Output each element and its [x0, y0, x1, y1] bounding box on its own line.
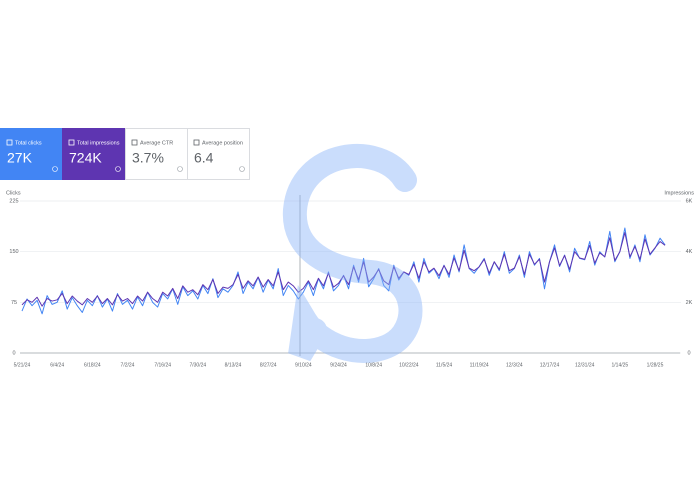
y2-tick-label: 4K [686, 249, 693, 255]
x-tick-label: 12/17/24 [540, 362, 560, 368]
x-tick-label: 8/13/24 [225, 362, 242, 368]
card-value: 6.4 [194, 150, 214, 166]
checkbox[interactable] [193, 139, 200, 146]
x-tick-label: 11/19/24 [470, 362, 489, 368]
x-tick-label: 5/21/24 [14, 362, 31, 368]
x-tick-label: 6/4/24 [50, 362, 64, 368]
x-tick-label: 1/14/25 [612, 362, 629, 368]
metric-cards: Total clicks 27K Total impressions 724K … [0, 128, 250, 180]
y-tick-label: 0 [12, 350, 15, 356]
series-line [21, 232, 666, 307]
x-tick-label: 7/2/24 [121, 362, 135, 368]
x-tick-label: 6/18/24 [84, 362, 101, 368]
card-value: 3.7% [132, 150, 164, 166]
card-label: Average position [202, 140, 243, 146]
card-label: Total impressions [77, 140, 120, 146]
x-tick-label: 7/30/24 [189, 362, 206, 368]
x-tick-label: 8/27/24 [260, 362, 277, 368]
y2-axis-title: Impressions [664, 190, 694, 196]
y2-tick-label: 6K [686, 198, 693, 204]
x-tick-label: 12/31/24 [575, 362, 595, 368]
card-value: 724K [69, 150, 102, 166]
x-tick-label: 10/8/24 [365, 362, 382, 368]
card-value: 27K [7, 150, 33, 166]
help-icon[interactable] [177, 166, 183, 172]
x-tick-label: 11/5/24 [436, 362, 453, 368]
y2-tick-label: 2K [686, 300, 693, 306]
y-tick-label: 150 [9, 249, 18, 255]
plot: 0 75 150 225 0 2K 4K 6K 5/21/24 6/4/24 6/18/24 7/2/… [9, 198, 692, 368]
checkbox[interactable] [6, 139, 13, 146]
y-tick-label: 75 [11, 300, 17, 306]
card-label: Average CTR [140, 140, 173, 146]
card-bg [187, 128, 250, 180]
checkbox[interactable] [68, 139, 75, 146]
card-bg [62, 128, 125, 180]
y-axis-title: Clicks [6, 190, 21, 196]
card-bg [0, 128, 62, 180]
help-icon[interactable] [239, 166, 245, 172]
x-tick-label: 9/10/24 [295, 362, 312, 368]
x-tick-label: 1/28/25 [647, 362, 664, 368]
x-tick-label: 12/3/24 [506, 362, 523, 368]
x-tick-label: 7/16/24 [154, 362, 171, 368]
help-icon[interactable] [52, 166, 58, 172]
x-tick-label: 10/22/24 [399, 362, 419, 368]
watermark [282, 144, 423, 363]
y2-tick-label: 0 [687, 350, 690, 356]
card-label: Total clicks [15, 140, 42, 146]
x-tick-label: 9/24/24 [330, 362, 347, 368]
checkbox[interactable] [131, 139, 138, 146]
y-tick-label: 225 [9, 198, 18, 204]
help-icon[interactable] [115, 166, 121, 172]
card-bg [125, 128, 188, 180]
